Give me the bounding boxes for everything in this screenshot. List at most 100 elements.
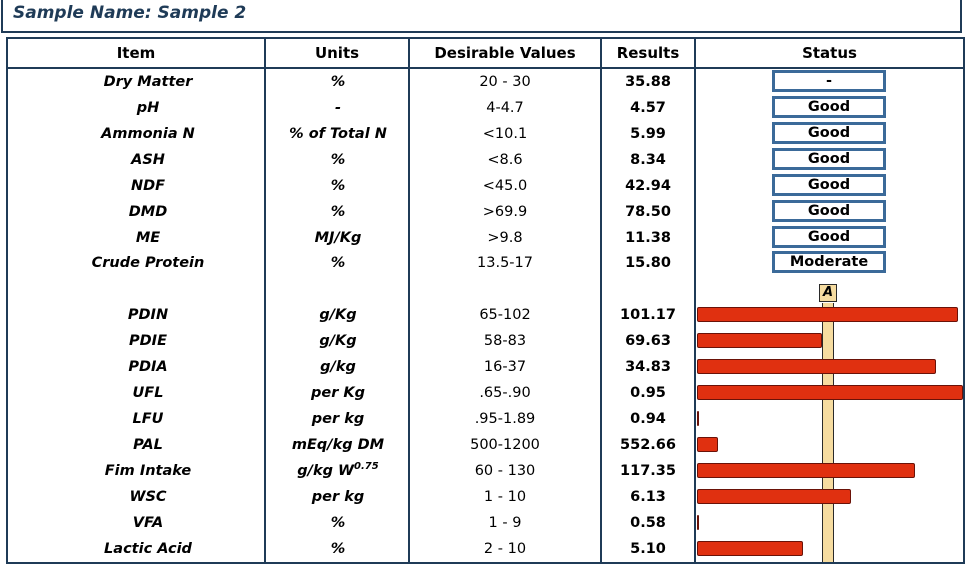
row-units-exponent: 0.75	[354, 461, 379, 473]
result-bar	[697, 463, 915, 478]
row-desirable-value: 1 - 9	[488, 515, 522, 531]
result-bar	[697, 489, 851, 504]
column-divider	[264, 37, 266, 564]
row-units: per Kg	[310, 385, 366, 401]
row-units: %	[330, 74, 346, 90]
row-units: %	[330, 255, 346, 271]
row-result: 42.94	[625, 178, 671, 194]
row-desirable-value: .95-1.89	[474, 411, 536, 427]
row-item: LFU	[132, 411, 164, 427]
result-bar	[697, 385, 963, 400]
row-desirable-value: 2 - 10	[483, 541, 527, 557]
row-units: g/Kg	[319, 333, 357, 349]
result-bar	[697, 359, 936, 374]
row-result: 78.50	[625, 204, 671, 220]
status-badge: Moderate	[772, 251, 886, 273]
reference-band	[822, 303, 834, 562]
row-item: PAL	[133, 437, 163, 453]
row-result: 0.58	[630, 515, 666, 531]
header-divider	[6, 67, 965, 69]
row-item: Ammonia N	[101, 126, 195, 142]
row-result: 11.38	[625, 230, 671, 246]
row-desirable-value: 16-37	[483, 359, 527, 375]
row-result: 69.63	[625, 333, 671, 349]
row-desirable-value: <10.1	[482, 126, 528, 142]
row-desirable-value: >69.9	[482, 204, 528, 220]
row-desirable-value: 1 - 10	[483, 489, 527, 505]
row-result: 34.83	[625, 359, 671, 375]
result-bar	[697, 411, 699, 426]
row-result: 35.88	[625, 74, 671, 90]
header-status: Status	[802, 44, 857, 62]
row-result: 4.57	[630, 100, 666, 116]
status-badge: Good	[772, 174, 886, 196]
status-badge: Good	[772, 200, 886, 222]
row-item: PDIE	[129, 333, 167, 349]
row-item: ASH	[131, 152, 165, 168]
status-badge: -	[772, 70, 886, 92]
column-divider	[600, 37, 602, 564]
row-units: -	[334, 100, 342, 116]
row-desirable-value: .65-.90	[479, 385, 531, 401]
row-item: Crude Protein	[91, 255, 205, 271]
row-desirable-value: 20 - 30	[479, 74, 531, 90]
row-item: Dry Matter	[103, 74, 193, 90]
row-units: per kg	[311, 489, 365, 505]
row-item: WSC	[129, 489, 167, 505]
sample-title: Sample Name: Sample 2	[13, 3, 247, 23]
row-result: 552.66	[620, 437, 676, 453]
column-divider	[408, 37, 410, 564]
row-units: %	[330, 515, 346, 531]
row-desirable-value: <8.6	[487, 152, 523, 168]
status-badge: Good	[772, 122, 886, 144]
row-result: 117.35	[620, 463, 676, 479]
row-item: Lactic Acid	[104, 541, 192, 557]
header-item: Item	[116, 44, 156, 62]
status-badge: Good	[772, 148, 886, 170]
row-item: PDIN	[127, 307, 169, 323]
reference-label: A	[819, 284, 837, 302]
row-item: VFA	[132, 515, 164, 531]
row-result: 15.80	[625, 255, 671, 271]
row-desirable-value: 13.5-17	[477, 255, 533, 271]
row-result: 101.17	[620, 307, 676, 323]
row-units-base: g/kg W	[297, 463, 355, 479]
column-divider	[694, 37, 696, 564]
row-units: %	[330, 152, 346, 168]
row-desirable-value: 65-102	[479, 307, 531, 323]
row-units: %	[330, 204, 346, 220]
row-desirable-value: 60 - 130	[474, 463, 536, 479]
row-units: g/kg W0.75	[268, 462, 408, 480]
row-units: mEq/kg DM	[291, 437, 385, 453]
result-bar	[697, 307, 958, 322]
row-result: 8.34	[630, 152, 666, 168]
row-desirable-value: 58-83	[483, 333, 527, 349]
row-item: PDIA	[128, 359, 168, 375]
row-desirable-value: <45.0	[482, 178, 528, 194]
row-result: 0.95	[630, 385, 666, 401]
row-units: %	[330, 178, 346, 194]
row-units: g/kg	[320, 359, 356, 375]
row-item: pH	[136, 100, 160, 116]
row-item: Fim Intake	[104, 463, 192, 479]
title-box: Sample Name: Sample 2	[1, 0, 962, 33]
row-item: UFL	[132, 385, 164, 401]
results-table	[6, 37, 965, 564]
row-desirable-value: 500-1200	[470, 437, 540, 453]
row-units: g/Kg	[319, 307, 357, 323]
header-desirable-values: Desirable Values	[434, 44, 576, 62]
row-item: NDF	[130, 178, 166, 194]
row-item: DMD	[128, 204, 168, 220]
row-units: per kg	[311, 411, 365, 427]
result-bar	[697, 333, 822, 348]
row-units: MJ/Kg	[314, 230, 362, 246]
row-units: % of Total N	[289, 126, 387, 142]
header-units: Units	[314, 44, 360, 62]
result-bar	[697, 515, 699, 530]
row-desirable-value: >9.8	[487, 230, 523, 246]
status-badge: Good	[772, 96, 886, 118]
row-result: 0.94	[630, 411, 666, 427]
row-item: ME	[135, 230, 161, 246]
result-bar	[697, 437, 718, 452]
header-results: Results	[616, 44, 680, 62]
